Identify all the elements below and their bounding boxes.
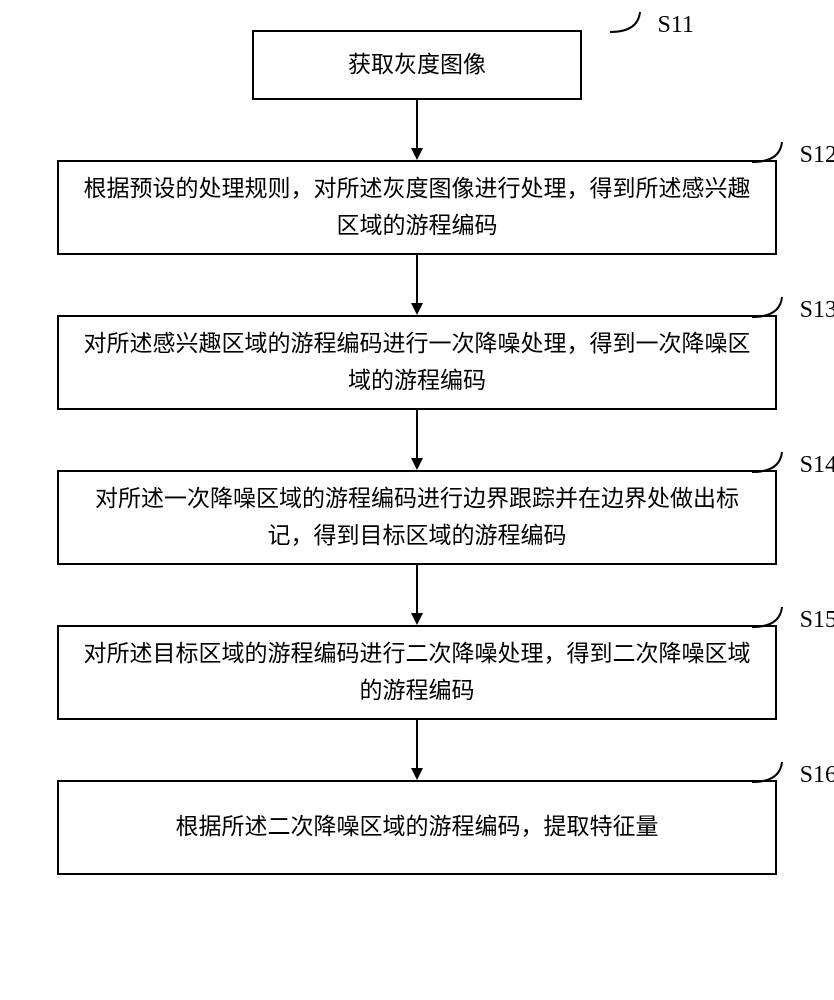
step-text-s14: 对所述一次降噪区域的游程编码进行边界跟踪并在边界处做出标记，得到目标区域的游程编… xyxy=(79,481,755,555)
arrow-1 xyxy=(47,100,787,160)
arrow-5 xyxy=(47,720,787,780)
flowchart-container: 获取灰度图像 S11 根据预设的处理规则，对所述灰度图像进行处理，得到所述感兴趣… xyxy=(47,30,787,875)
callout-s15: S15 xyxy=(800,607,834,634)
callout-s16: S16 xyxy=(800,762,834,789)
step-box-s11: 获取灰度图像 S11 xyxy=(252,30,582,100)
step-box-s12: 根据预设的处理规则，对所述灰度图像进行处理，得到所述感兴趣区域的游程编码 S12 xyxy=(57,160,777,255)
step-text-s13: 对所述感兴趣区域的游程编码进行一次降噪处理，得到一次降噪区域的游程编码 xyxy=(79,326,755,400)
step-box-s13: 对所述感兴趣区域的游程编码进行一次降噪处理，得到一次降噪区域的游程编码 S13 xyxy=(57,315,777,410)
step-box-s16: 根据所述二次降噪区域的游程编码，提取特征量 S16 xyxy=(57,780,777,875)
step-text-s16: 根据所述二次降噪区域的游程编码，提取特征量 xyxy=(176,809,659,846)
step-text-s11: 获取灰度图像 xyxy=(348,47,486,84)
callout-s14: S14 xyxy=(800,452,834,479)
arrow-2 xyxy=(47,255,787,315)
callout-s13: S13 xyxy=(800,297,834,324)
callout-s11: S11 xyxy=(658,12,694,39)
step-text-s15: 对所述目标区域的游程编码进行二次降噪处理，得到二次降噪区域的游程编码 xyxy=(79,636,755,710)
step-text-s12: 根据预设的处理规则，对所述灰度图像进行处理，得到所述感兴趣区域的游程编码 xyxy=(79,171,755,245)
step-box-s15: 对所述目标区域的游程编码进行二次降噪处理，得到二次降噪区域的游程编码 S15 xyxy=(57,625,777,720)
callout-s12: S12 xyxy=(800,142,834,169)
step-box-s14: 对所述一次降噪区域的游程编码进行边界跟踪并在边界处做出标记，得到目标区域的游程编… xyxy=(57,470,777,565)
arrow-3 xyxy=(47,410,787,470)
arrow-4 xyxy=(47,565,787,625)
